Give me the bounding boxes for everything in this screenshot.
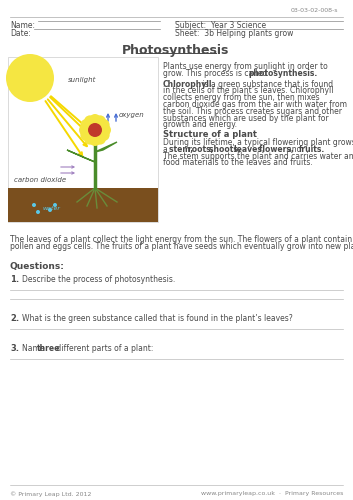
Text: collects energy from the sun, then mixes: collects energy from the sun, then mixes — [163, 93, 319, 102]
Circle shape — [94, 132, 106, 144]
Text: The stem supports the plant and carries water and: The stem supports the plant and carries … — [163, 152, 353, 160]
Circle shape — [80, 119, 92, 131]
Text: Photosynthesis: Photosynthesis — [122, 44, 230, 57]
Circle shape — [98, 129, 110, 141]
Text: substances which are used by the plant for: substances which are used by the plant f… — [163, 114, 329, 122]
Text: fruits.: fruits. — [299, 145, 325, 154]
Text: What is the green substance called that is found in the plant’s leaves?: What is the green substance called that … — [22, 314, 293, 323]
Circle shape — [53, 203, 57, 207]
Text: Date:: Date: — [10, 29, 31, 38]
Circle shape — [48, 208, 52, 212]
Polygon shape — [95, 142, 117, 152]
Text: Subject:  Year 3 Science: Subject: Year 3 Science — [175, 21, 266, 30]
Text: three: three — [37, 344, 60, 353]
Circle shape — [32, 203, 36, 207]
Text: © Primary Leap Ltd. 2012: © Primary Leap Ltd. 2012 — [10, 491, 91, 496]
Text: www.primaryleap.co.uk  ·  Primary Resources: www.primaryleap.co.uk · Primary Resource… — [201, 491, 343, 496]
Text: carbon dioxide: carbon dioxide — [14, 177, 66, 183]
Text: Questions:: Questions: — [10, 262, 65, 271]
Circle shape — [79, 124, 91, 136]
Text: the soil. This process creates sugars and other: the soil. This process creates sugars an… — [163, 107, 342, 116]
Circle shape — [6, 54, 54, 102]
Text: shoots,: shoots, — [209, 145, 244, 154]
Text: growth and energy.: growth and energy. — [163, 120, 237, 130]
Circle shape — [84, 116, 96, 128]
Circle shape — [84, 132, 96, 144]
Bar — [8, 57, 158, 222]
Circle shape — [36, 210, 40, 214]
Text: During its lifetime, a typical flowering plant grows: During its lifetime, a typical flowering… — [163, 138, 353, 147]
Text: Name: Name — [22, 344, 47, 353]
Text: water: water — [42, 206, 60, 210]
Circle shape — [89, 114, 101, 126]
Text: in the cells of the plant’s leaves. Chlorophyll: in the cells of the plant’s leaves. Chlo… — [163, 86, 334, 96]
Text: grow. This process is called: grow. This process is called — [163, 69, 270, 78]
Text: Sheet:  3b Helping plants grow: Sheet: 3b Helping plants grow — [175, 29, 293, 38]
Circle shape — [80, 129, 92, 141]
Text: pollen and eggs cells. The fruits of a plant have seeds which eventually grow in: pollen and eggs cells. The fruits of a p… — [10, 242, 353, 252]
Circle shape — [99, 124, 111, 136]
Text: Chlorophyll: Chlorophyll — [163, 80, 213, 88]
Polygon shape — [67, 150, 95, 162]
Text: sunlight: sunlight — [68, 77, 96, 83]
Text: Structure of a plant: Structure of a plant — [163, 130, 257, 139]
Circle shape — [94, 116, 106, 128]
Circle shape — [89, 134, 101, 146]
Text: carbon dioxide gas from the air with water from: carbon dioxide gas from the air with wat… — [163, 100, 347, 109]
Text: 03-03-02-008-s: 03-03-02-008-s — [291, 8, 338, 13]
Text: 1.: 1. — [10, 275, 19, 284]
Text: 2.: 2. — [10, 314, 19, 323]
Text: Name:: Name: — [10, 21, 35, 30]
Text: is a green substance that is found: is a green substance that is found — [200, 80, 333, 88]
Text: and: and — [287, 145, 304, 154]
Text: flowers,: flowers, — [259, 145, 296, 154]
Text: roots,: roots, — [187, 145, 216, 154]
Text: oxygen: oxygen — [119, 112, 145, 118]
Bar — [8, 188, 158, 222]
Text: food materials to the leaves and fruits.: food materials to the leaves and fruits. — [163, 158, 313, 168]
Text: Describe the process of photosynthesis.: Describe the process of photosynthesis. — [22, 275, 175, 284]
Text: stem,: stem, — [169, 145, 196, 154]
Circle shape — [88, 123, 102, 137]
Text: leaves,: leaves, — [234, 145, 267, 154]
Text: different parts of a plant:: different parts of a plant: — [54, 344, 154, 353]
Text: Plants use energy from sunlight in order to: Plants use energy from sunlight in order… — [163, 62, 328, 71]
Text: 3.: 3. — [10, 344, 19, 353]
Text: photosynthesis.: photosynthesis. — [249, 69, 318, 78]
Text: a: a — [163, 145, 170, 154]
Text: The leaves of a plant collect the light energy from the sun. The flowers of a pl: The leaves of a plant collect the light … — [10, 235, 353, 244]
Circle shape — [98, 119, 110, 131]
